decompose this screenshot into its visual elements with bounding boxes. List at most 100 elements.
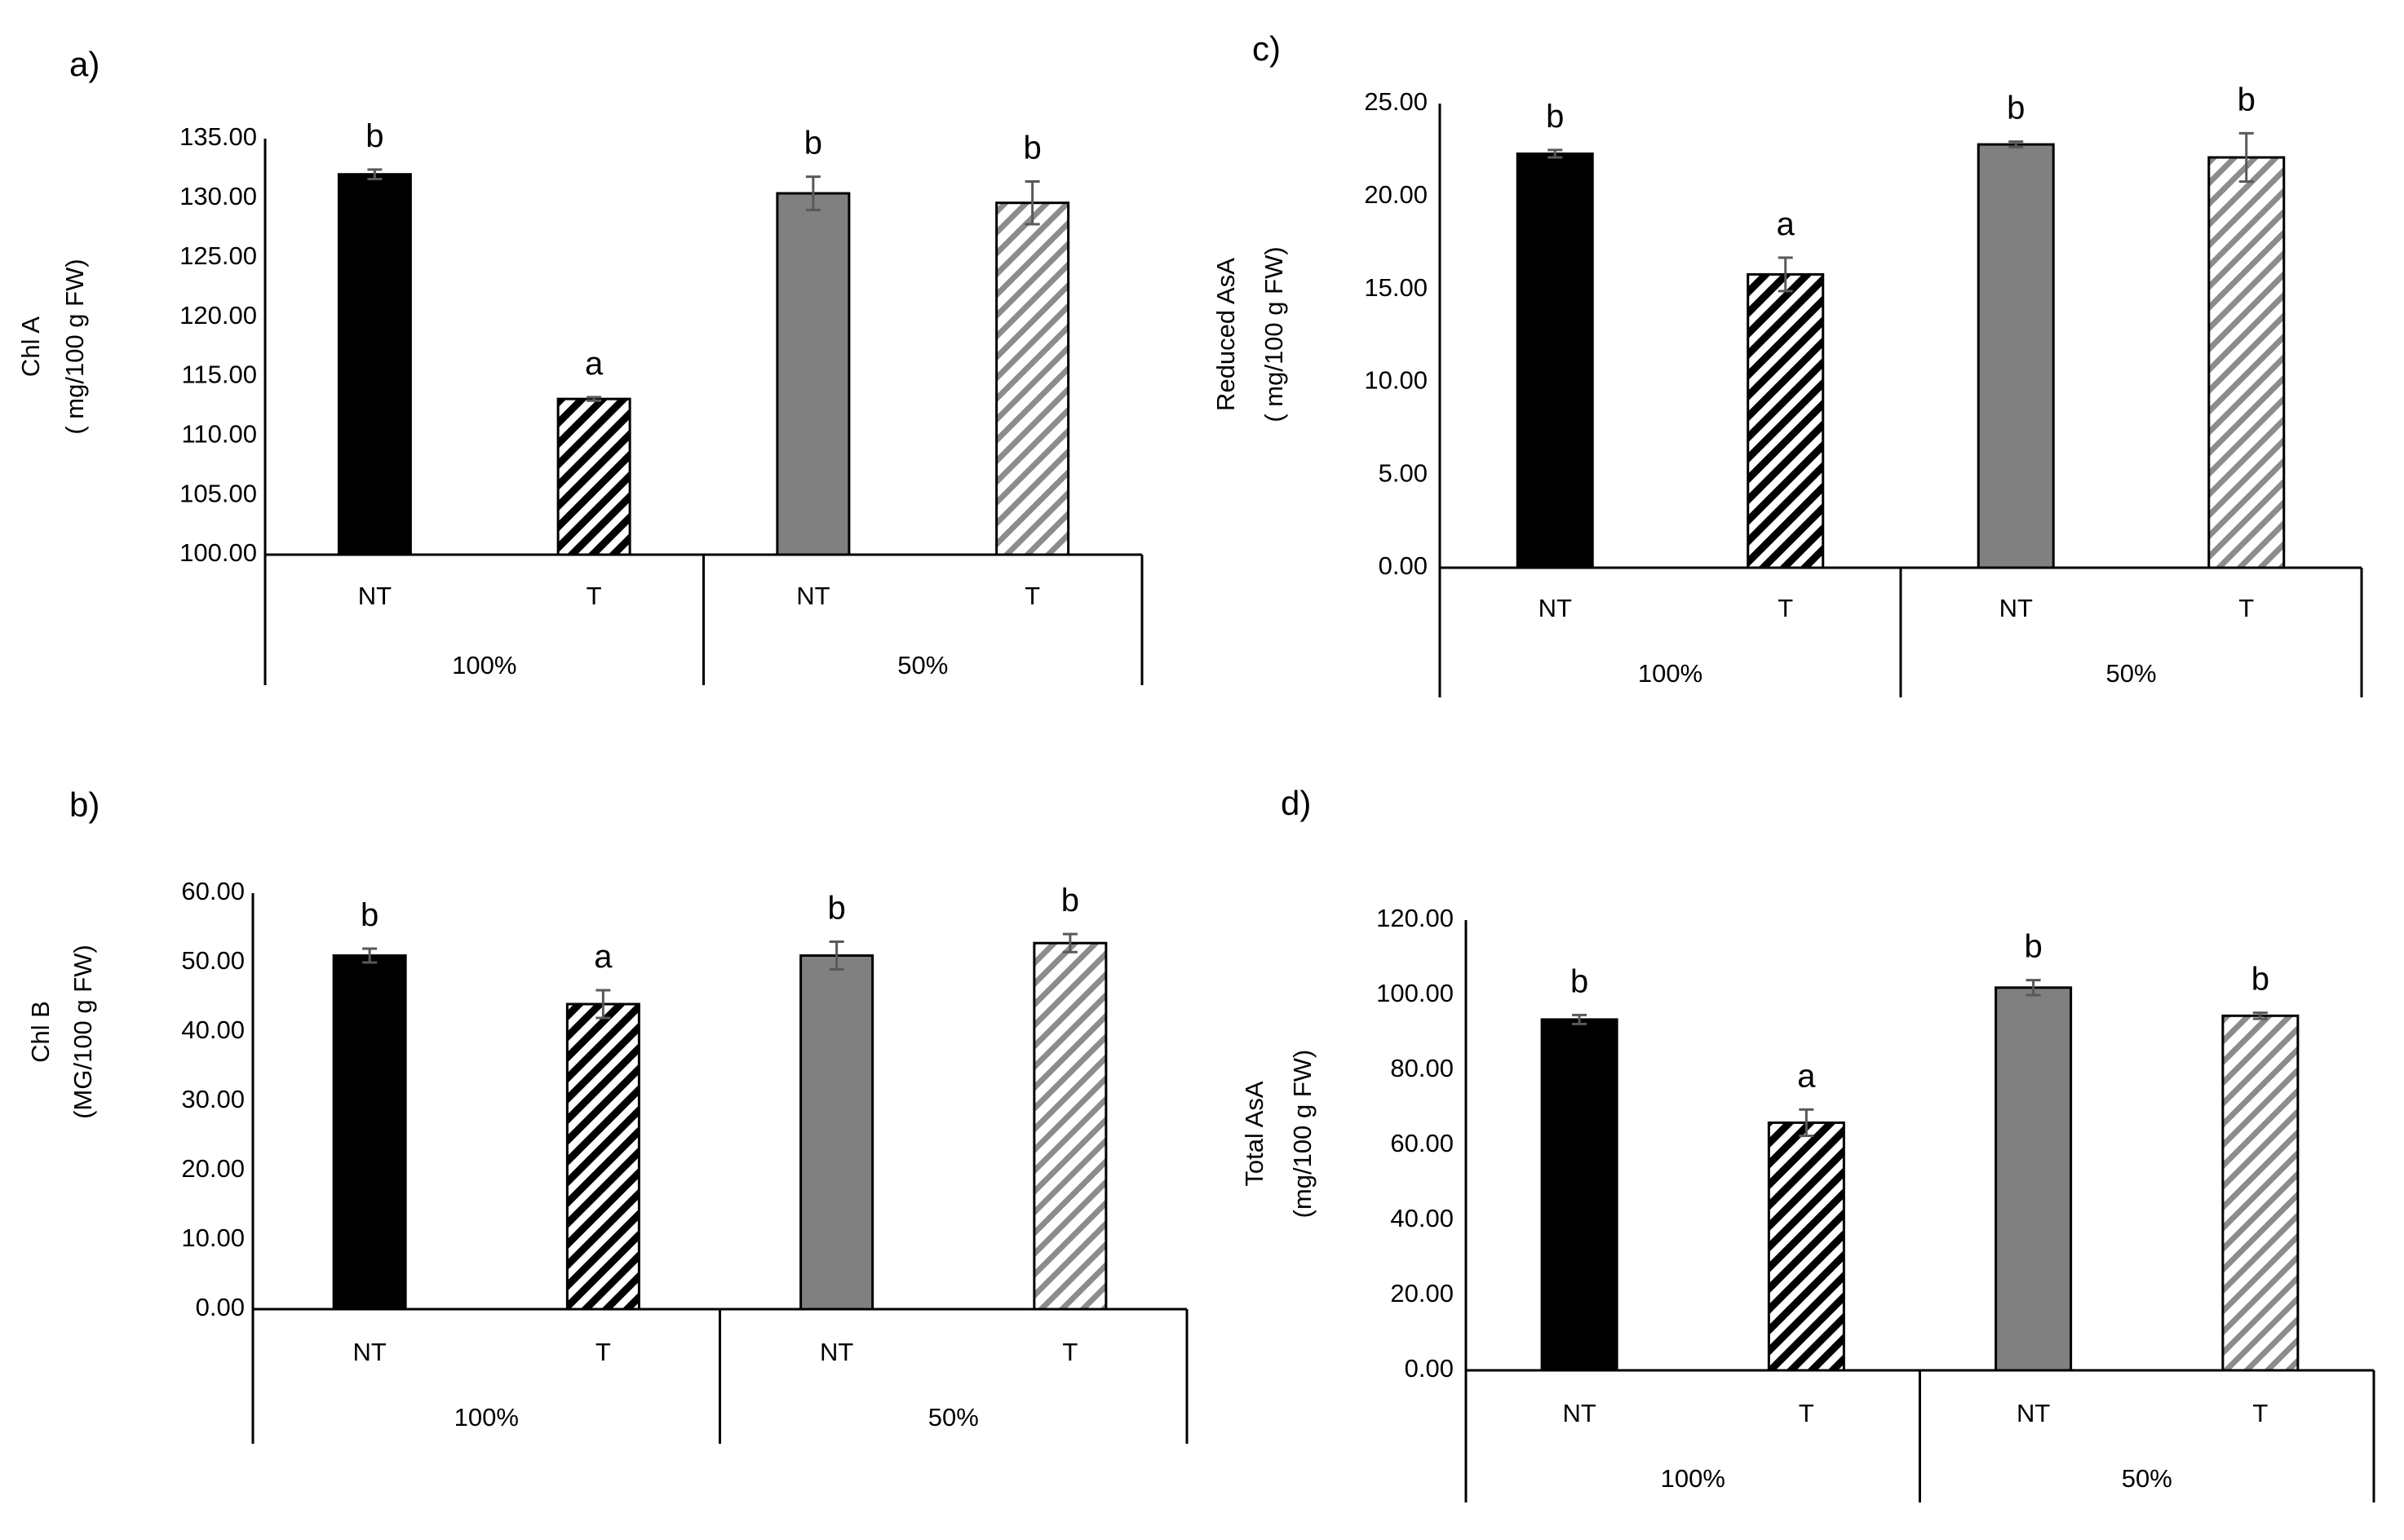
bar xyxy=(565,1002,640,1311)
x-category-label: T xyxy=(1062,1338,1078,1366)
y-tick-label: 0.00 xyxy=(196,1293,245,1321)
bar xyxy=(776,192,851,556)
y-tick-label: 105.00 xyxy=(179,479,257,507)
y-axis-unit: ( mg/100 g FW) xyxy=(60,259,89,434)
chart-panel-a: a) Chl A ( mg/100 g FW) 100.00 105.00 110.00 1… xyxy=(16,45,1144,685)
panel-label: b) xyxy=(69,785,100,824)
x-group-label: 100% xyxy=(452,651,516,679)
y-tick-label: 60.00 xyxy=(181,877,245,905)
bar xyxy=(1540,1018,1618,1372)
y-tick-label: 0.00 xyxy=(1405,1354,1454,1383)
significance-letter: b xyxy=(804,126,822,162)
x-category-label: NT xyxy=(352,1338,386,1366)
bar xyxy=(2207,156,2286,569)
bar xyxy=(332,954,407,1311)
x-category-label: T xyxy=(1025,582,1040,610)
x-category-label: T xyxy=(2238,594,2254,622)
y-tick-label: 10.00 xyxy=(1364,366,1428,395)
y-axis-title: Chl B xyxy=(26,1001,55,1063)
y-axis-title: Reduced AsA xyxy=(1211,258,1240,411)
x-group-label: 50% xyxy=(2105,659,2156,688)
y-axis-unit: (MG/100 g FW) xyxy=(69,945,97,1119)
y-tick-label: 110.00 xyxy=(181,419,257,448)
chart-panel-c: c) Reduced AsA ( mg/100 g FW) 0.00 5.00 10.00… xyxy=(1211,29,2363,697)
significance-letter: b xyxy=(361,897,379,933)
significance-letter: b xyxy=(2251,962,2269,998)
significance-letter: a xyxy=(1797,1058,1816,1094)
significance-letter: b xyxy=(1570,963,1588,999)
y-tick-label: 25.00 xyxy=(1364,87,1428,116)
bar xyxy=(337,173,412,556)
significance-letter: b xyxy=(1546,99,1564,135)
y-tick-label: 120.00 xyxy=(1376,904,1454,932)
x-category-label: NT xyxy=(1562,1399,1596,1427)
y-axis-unit: ( mg/100 g FW) xyxy=(1260,246,1288,422)
significance-letter: b xyxy=(2025,929,2043,965)
bar xyxy=(1977,143,2055,569)
y-tick-label: 115.00 xyxy=(181,361,257,389)
y-tick-label: 20.00 xyxy=(1390,1279,1454,1308)
y-tick-label: 5.00 xyxy=(1379,458,1428,487)
y-tick-label: 120.00 xyxy=(179,301,257,330)
significance-letter: a xyxy=(585,346,604,382)
panel-label: a) xyxy=(69,45,100,83)
y-tick-label: 30.00 xyxy=(181,1085,245,1113)
chart-panel-b: b) Chl B (MG/100 g FW) 0.00 10.00 20.00 30.00 4… xyxy=(26,785,1189,1444)
bar xyxy=(1747,272,1825,569)
x-category-label: T xyxy=(595,1338,611,1366)
y-tick-label: 40.00 xyxy=(1390,1204,1454,1232)
significance-letter: b xyxy=(1024,130,1042,166)
panel-label: d) xyxy=(1281,784,1311,822)
y-axis-title: Total AsA xyxy=(1240,1081,1268,1187)
x-group-label: 100% xyxy=(1661,1464,1725,1493)
x-category-label: NT xyxy=(820,1338,853,1366)
y-axis-title: Chl A xyxy=(16,316,45,377)
x-group-label: 100% xyxy=(1638,659,1702,688)
x-category-label: T xyxy=(587,582,602,610)
panel-label: c) xyxy=(1252,29,1281,68)
significance-letter: b xyxy=(2238,82,2256,117)
significance-letter: a xyxy=(1777,206,1795,242)
y-tick-label: 130.00 xyxy=(179,182,257,210)
bar xyxy=(556,397,631,556)
y-tick-label: 50.00 xyxy=(181,946,245,975)
y-tick-label: 80.00 xyxy=(1390,1054,1454,1082)
y-tick-label: 60.00 xyxy=(1390,1129,1454,1157)
y-tick-label: 100.00 xyxy=(1376,979,1454,1007)
y-tick-label: 10.00 xyxy=(181,1224,245,1252)
x-category-label: NT xyxy=(1538,594,1572,622)
significance-letter: b xyxy=(2007,91,2025,126)
x-group-label: 50% xyxy=(2122,1464,2172,1493)
y-tick-label: 125.00 xyxy=(179,241,257,270)
x-category-label: NT xyxy=(358,582,392,610)
x-category-label: NT xyxy=(796,582,830,610)
x-group-label: 50% xyxy=(928,1403,979,1432)
significance-letter: b xyxy=(828,891,846,927)
y-tick-label: 20.00 xyxy=(1364,180,1428,209)
bar xyxy=(799,954,874,1311)
y-tick-label: 100.00 xyxy=(179,538,257,567)
bar xyxy=(1516,152,1594,569)
bar xyxy=(1994,986,2073,1372)
significance-letter: a xyxy=(594,939,613,975)
x-group-label: 100% xyxy=(454,1403,519,1432)
y-axis-unit: (mg/100 g FW) xyxy=(1288,1050,1317,1219)
x-category-label: T xyxy=(1799,1399,1814,1427)
chart-panel-d: d) Total AsA (mg/100 g FW) 0.00 20.00 40.00 60… xyxy=(1240,784,2375,1502)
significance-letter: b xyxy=(1061,883,1079,918)
y-tick-label: 135.00 xyxy=(179,122,257,151)
y-tick-label: 0.00 xyxy=(1379,551,1428,580)
bar xyxy=(2221,1014,2300,1372)
bar xyxy=(1767,1121,1845,1372)
y-tick-label: 40.00 xyxy=(181,1016,245,1044)
bar xyxy=(1033,941,1108,1311)
x-category-label: T xyxy=(1778,594,1793,622)
y-tick-label: 20.00 xyxy=(181,1154,245,1183)
x-category-label: NT xyxy=(1999,594,2033,622)
x-category-label: T xyxy=(2252,1399,2268,1427)
y-tick-label: 15.00 xyxy=(1364,273,1428,302)
significance-letter: b xyxy=(365,118,383,154)
x-category-label: NT xyxy=(2017,1399,2050,1427)
bar xyxy=(995,201,1070,556)
